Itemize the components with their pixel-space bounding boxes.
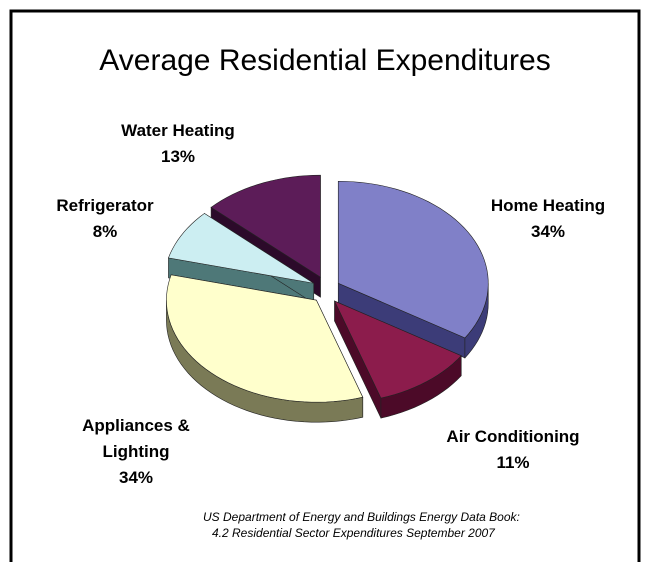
- slice: [168, 213, 314, 284]
- slice-value-label: 8%: [92, 222, 118, 241]
- slice-label: Water Heating: [121, 121, 235, 140]
- slice-label: Home Heating: [490, 196, 606, 215]
- slice-value-label: 11%: [496, 453, 530, 472]
- slice: [210, 174, 321, 278]
- slice: [333, 300, 462, 399]
- source-line: 4.2 Residential Sector Expenditures Sept…: [212, 526, 495, 540]
- slice-value-label: 13%: [160, 147, 196, 166]
- slice-value-label: 34%: [118, 468, 154, 487]
- slice-value-label: 34%: [530, 222, 566, 241]
- slice: [166, 274, 364, 403]
- chart-title: Average Residential Expenditures: [99, 44, 550, 77]
- slice-label: Air Conditioning: [446, 427, 580, 446]
- frame: [9, 9, 641, 562]
- slice-label: Appliances & Lighting: [82, 416, 190, 461]
- source-line: US Department of Energy and Buildings En…: [203, 510, 520, 524]
- slice: [337, 180, 489, 339]
- slice-label: Refrigerator: [56, 196, 154, 215]
